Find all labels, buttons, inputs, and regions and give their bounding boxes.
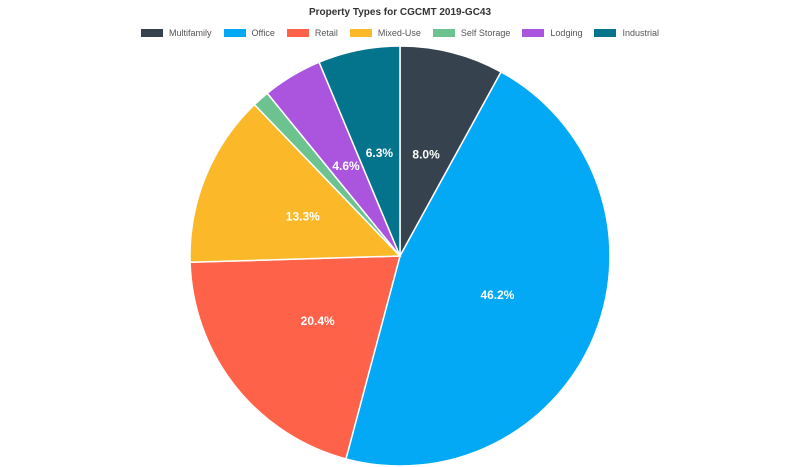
legend-label: Office <box>251 28 275 38</box>
chart-legend: Multifamily Office Retail Mixed-Use Self Sto… <box>0 28 800 38</box>
legend-swatch <box>594 29 617 37</box>
pie-slice-industrial[interactable] <box>318 45 401 257</box>
legend-label: Mixed-Use <box>377 28 421 38</box>
pie-slice-office[interactable] <box>344 70 611 467</box>
pie-slice-mixed-use[interactable] <box>189 103 402 264</box>
pie-slice-multifamily[interactable] <box>399 45 503 257</box>
slice-data-label: 46.2% <box>480 288 514 302</box>
slice-data-label: 8.0% <box>412 147 440 161</box>
legend-item-multifamily[interactable]: Multifamily <box>141 28 212 38</box>
legend-label: Retail <box>314 28 338 38</box>
legend-item-industrial[interactable]: Industrial <box>594 28 659 38</box>
legend-item-office[interactable]: Office <box>223 28 275 38</box>
legend-swatch <box>223 29 246 37</box>
slice-data-label: 6.3% <box>366 146 394 160</box>
legend-swatch <box>286 29 309 37</box>
chart-title: Property Types for CGCMT 2019-GC43 <box>308 7 492 18</box>
slice-data-label: 4.6% <box>332 159 360 173</box>
legend-swatch <box>349 29 372 37</box>
legend-item-lodging[interactable]: Lodging <box>522 28 582 38</box>
legend-label: Industrial <box>622 28 659 38</box>
pie-slices <box>189 45 611 467</box>
legend-label: Self Storage <box>460 28 511 38</box>
legend-swatch <box>432 29 455 37</box>
legend-label: Lodging <box>550 28 583 38</box>
legend-swatch <box>522 29 545 37</box>
pie-slice-retail[interactable] <box>189 255 401 460</box>
pie-labels: 8.0% 46.2% 20.4% 13.3% 4.6% 6.3% <box>286 146 515 328</box>
legend-item-mixed-use[interactable]: Mixed-Use <box>349 28 421 38</box>
legend-item-retail[interactable]: Retail <box>286 28 338 38</box>
slice-data-label: 20.4% <box>301 314 335 328</box>
legend-swatch <box>141 29 163 37</box>
legend-item-self-storage[interactable]: Self Storage <box>432 28 511 38</box>
slice-data-label: 13.3% <box>286 209 320 223</box>
legend-label: Multifamily <box>169 28 212 38</box>
